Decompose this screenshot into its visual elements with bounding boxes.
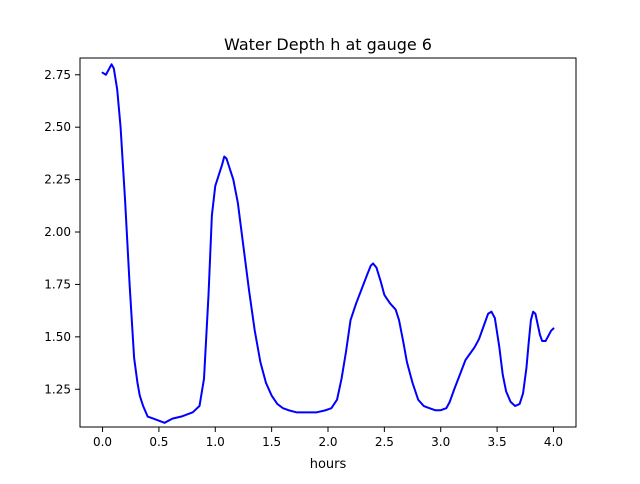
- x-tick-label: 0.0: [93, 435, 112, 449]
- x-tick-label: 1.0: [206, 435, 225, 449]
- plot-area: 0.0 0.5 1.0 1.5 2.0 2.5 3.0 3.5 4.0 1.25 1.50 1.75 2…: [44, 57, 577, 449]
- x-tick-label: 2.5: [375, 435, 394, 449]
- chart-title: Water Depth h at gauge 6: [224, 35, 432, 54]
- y-tick-label: 2.25: [44, 173, 71, 187]
- y-tick-label: 1.25: [44, 382, 71, 396]
- y-tick-label: 1.75: [44, 277, 71, 291]
- x-tick-label: 1.5: [262, 435, 281, 449]
- x-tick-label: 0.5: [149, 435, 168, 449]
- x-axis-label: hours: [310, 457, 347, 472]
- x-tick-label: 2.0: [318, 435, 337, 449]
- y-tick-label: 2.75: [44, 68, 71, 82]
- y-tick-label: 2.00: [44, 225, 71, 239]
- x-tick-label: 3.0: [431, 435, 450, 449]
- series-line-0: [101, 63, 555, 424]
- y-tick-label: 2.50: [44, 120, 71, 134]
- x-tick-label: 3.5: [488, 435, 507, 449]
- x-tick-label: 4.0: [544, 435, 563, 449]
- y-tick-label: 1.50: [44, 330, 71, 344]
